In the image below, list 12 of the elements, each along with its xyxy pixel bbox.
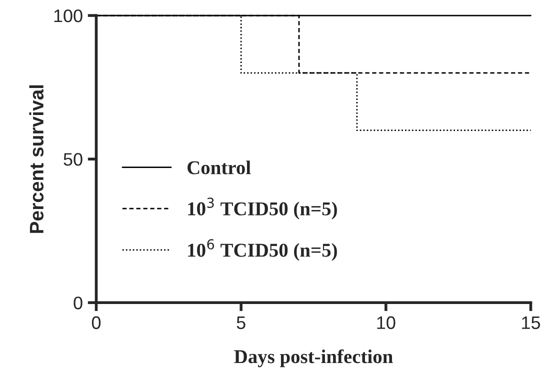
- x-tick-label: 5: [236, 316, 246, 330]
- x-tick-label: 10: [377, 316, 396, 330]
- legend-label: 10$^{3}$ TCID50 (n=5): [188, 198, 337, 220]
- x-tick-label: 15: [522, 316, 540, 330]
- legend-label: Control: [188, 160, 251, 174]
- x-tick-label: 0: [92, 316, 101, 330]
- legend-label: 10$^{6}$ TCID50 (n=5): [188, 239, 337, 261]
- y-tick-label: 100: [54, 9, 82, 22]
- x-axis-title: Days post-infection: [234, 349, 393, 368]
- y-tick-label: 50: [64, 153, 82, 166]
- y-axis-title: Percent survival: [29, 85, 44, 233]
- y-tick-label: 0: [74, 296, 82, 310]
